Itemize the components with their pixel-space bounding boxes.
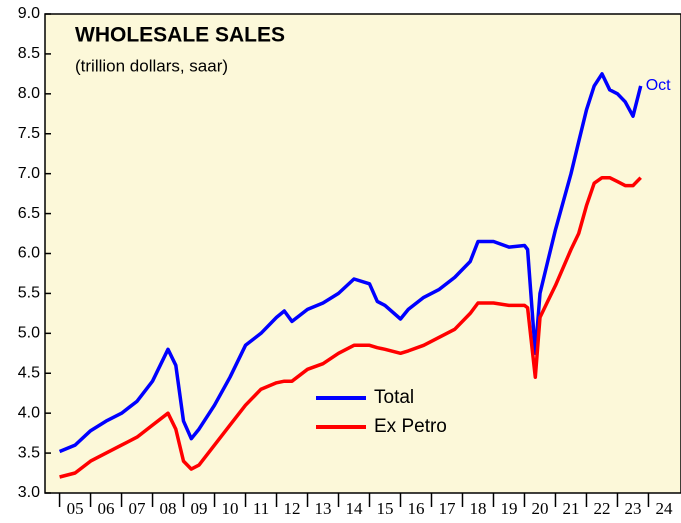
x-tick-label: 08 — [160, 499, 177, 518]
x-tick-label: 24 — [655, 499, 673, 518]
y-tick-label: 7.0 — [18, 165, 40, 182]
x-tick-label: 12 — [284, 499, 301, 518]
y-tick-label: 8.0 — [18, 85, 40, 102]
x-tick-label: 18 — [469, 499, 486, 518]
x-tick-label: 10 — [222, 499, 239, 518]
x-tick-label: 11 — [253, 499, 269, 518]
y-tick-label: 3.5 — [18, 444, 40, 461]
y-tick-label: 5.5 — [18, 285, 40, 302]
x-tick-label: 06 — [98, 499, 115, 518]
x-tick-label: 19 — [500, 499, 517, 518]
x-tick-label: 13 — [315, 499, 332, 518]
y-tick-label: 4.5 — [18, 364, 40, 381]
chart-title: WHOLESALE SALES — [75, 24, 285, 47]
annotation: Oct — [646, 77, 671, 94]
y-tick-label: 7.5 — [18, 125, 40, 142]
x-tick-label: 14 — [346, 499, 364, 518]
x-tick-label: 22 — [593, 499, 610, 518]
x-tick-label: 20 — [531, 499, 548, 518]
y-tick-label: 6.5 — [18, 205, 40, 222]
line-series — [59, 175, 642, 479]
x-tick-label: 23 — [624, 499, 641, 518]
x-tick-label: 17 — [438, 499, 456, 518]
x-tick-label: 07 — [129, 499, 147, 518]
x-tick-label: 16 — [408, 499, 425, 518]
x-tick-label: 09 — [191, 499, 208, 518]
x-tick-label: 05 — [67, 499, 84, 518]
y-tick-label: 4.0 — [18, 404, 40, 421]
x-tick-label: 21 — [562, 499, 579, 518]
y-tick-label: 3.0 — [18, 484, 40, 501]
line-series — [58, 72, 643, 454]
y-tick-label: 8.5 — [18, 45, 40, 62]
chart-subtitle: (trillion dollars, saar) — [75, 56, 228, 75]
y-tick-label: 6.0 — [18, 245, 40, 262]
x-tick-label: 15 — [377, 499, 394, 518]
y-tick-label: 9.0 — [18, 5, 40, 22]
legend-label: Ex Petro — [374, 416, 447, 437]
legend-label: Total — [374, 387, 414, 408]
y-tick-label: 5.0 — [18, 325, 40, 342]
plot-area — [44, 13, 681, 494]
